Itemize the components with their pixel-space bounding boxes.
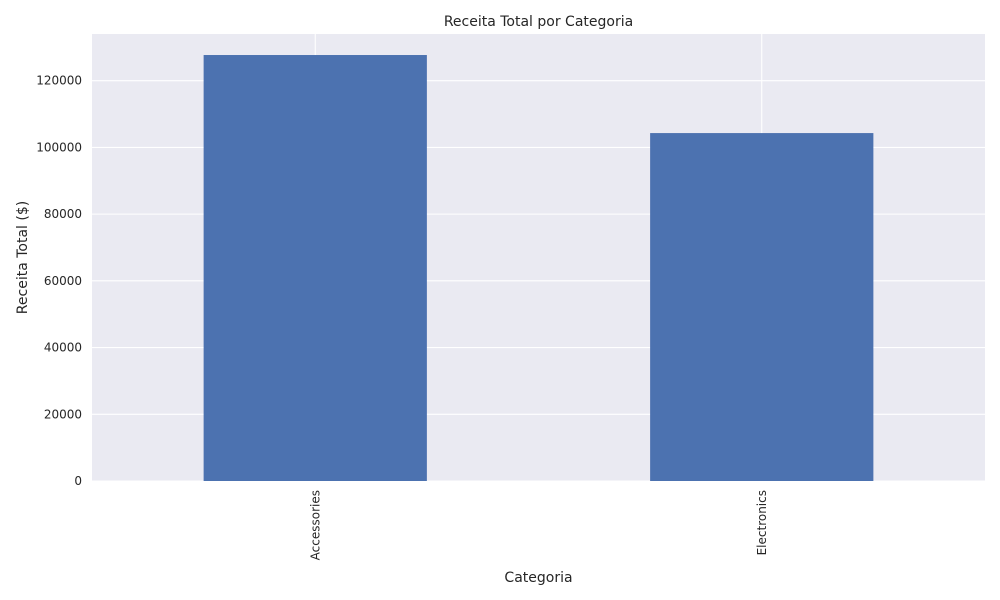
bar-accessories: [203, 55, 427, 481]
x-tick-label: Electronics: [755, 490, 769, 555]
x-tick-label: Accessories: [308, 490, 322, 560]
bars: [203, 55, 874, 481]
chart-title: Receita Total por Categoria: [444, 14, 633, 30]
y-tick-label: 20000: [44, 407, 82, 421]
y-tick-label: 80000: [44, 207, 82, 221]
y-tick-label: 120000: [36, 74, 82, 88]
y-axis-ticks: 0 20000 40000 60000 80000 100000 120000: [36, 74, 82, 488]
y-tick-label: 40000: [44, 341, 82, 355]
y-tick-label: 0: [74, 474, 82, 488]
x-axis-label: Categoria: [504, 570, 572, 586]
y-tick-label: 100000: [36, 140, 82, 154]
y-axis-label: Receita Total ($): [15, 201, 31, 314]
x-axis-ticks: Accessories Electronics: [308, 490, 769, 560]
bar-electronics: [650, 133, 874, 481]
y-tick-label: 60000: [44, 274, 82, 288]
